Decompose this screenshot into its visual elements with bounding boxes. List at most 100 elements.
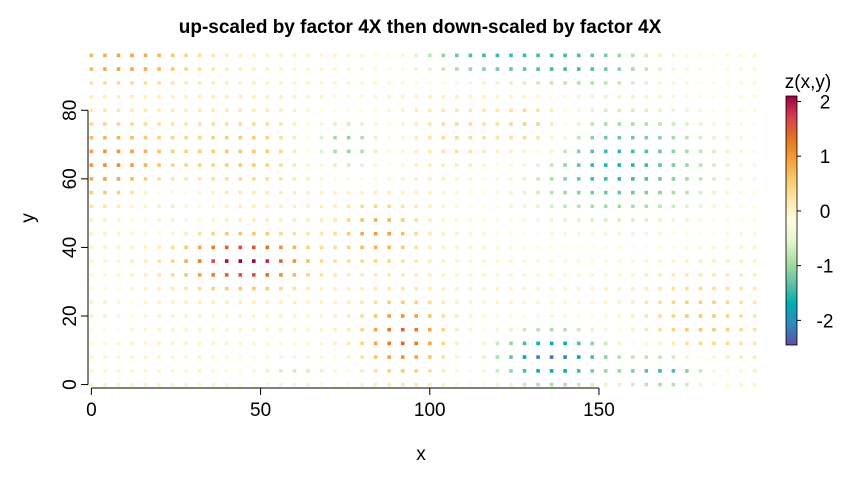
heatmap-cell (468, 369, 473, 373)
heatmap-cell (590, 67, 594, 71)
heatmap-cell (590, 273, 594, 277)
heatmap-cell (319, 382, 324, 387)
heatmap-cell (333, 259, 337, 263)
heatmap-cell (279, 314, 283, 318)
heatmap-cell (644, 286, 649, 291)
heatmap-cell (603, 108, 608, 113)
heatmap-cell (116, 81, 121, 85)
heatmap-cell (279, 149, 283, 154)
heatmap-cell (617, 382, 622, 387)
heatmap-cell (685, 218, 689, 222)
heatmap-cell (116, 53, 121, 58)
heatmap-cell (238, 122, 243, 126)
heatmap-cell (360, 286, 364, 291)
heatmap-cell (319, 286, 324, 291)
heatmap-cell (414, 163, 418, 167)
heatmap-cell (292, 53, 297, 58)
heatmap-cell (103, 382, 107, 387)
heatmap-cell (360, 259, 364, 263)
heatmap-cell (617, 190, 622, 195)
heatmap-cell (238, 300, 243, 305)
heatmap-cell (644, 300, 649, 305)
heatmap-cell (197, 286, 202, 291)
heatmap-cell (143, 245, 148, 250)
heatmap-cell (563, 218, 567, 222)
heatmap-cell (644, 177, 649, 181)
heatmap-cell (157, 327, 161, 332)
heatmap-cell (211, 67, 215, 71)
heatmap-cell (211, 300, 215, 305)
heatmap-cell (739, 94, 743, 99)
heatmap-cell (279, 190, 283, 195)
heatmap-cell (346, 286, 351, 291)
heatmap-cell (116, 341, 121, 346)
heatmap-cell (576, 286, 581, 291)
heatmap-cell (279, 122, 283, 126)
colorbar-tick-label: 1 (820, 147, 831, 168)
heatmap-cell (522, 149, 527, 154)
heatmap-cell (671, 327, 676, 332)
heatmap-cell (509, 67, 513, 71)
heatmap-cell (725, 218, 730, 222)
heatmap-cell (157, 53, 161, 58)
heatmap-cell (455, 190, 459, 195)
heatmap-cell (130, 369, 134, 373)
heatmap-cell (265, 67, 270, 71)
heatmap-cell (292, 259, 297, 263)
heatmap-cell (265, 259, 270, 263)
heatmap-cell (590, 135, 594, 140)
heatmap-cell (346, 163, 351, 167)
heatmap-cell (211, 273, 215, 277)
heatmap-cell (752, 286, 757, 291)
heatmap-cell (563, 135, 567, 140)
heatmap-cell (157, 149, 161, 154)
heatmap-cell (292, 190, 297, 195)
heatmap-cell (360, 382, 364, 387)
heatmap-cell (617, 135, 622, 140)
heatmap-cell (522, 245, 527, 250)
heatmap-cell (143, 53, 148, 58)
heatmap-cell (617, 327, 622, 332)
heatmap-cell (428, 108, 432, 113)
heatmap-cell (428, 135, 432, 140)
heatmap-cell (536, 108, 540, 113)
heatmap-cell (265, 314, 270, 318)
heatmap-cell (157, 204, 161, 209)
heatmap-cell (563, 190, 567, 195)
heatmap-cell (549, 369, 554, 373)
heatmap-cell (252, 108, 256, 113)
heatmap-cell (590, 204, 594, 209)
heatmap-cell (306, 53, 310, 58)
heatmap-cell (143, 286, 148, 291)
heatmap-cell (292, 204, 297, 209)
heatmap-cell (360, 94, 364, 99)
heatmap-cell (495, 382, 500, 387)
heatmap-cell (400, 177, 405, 181)
heatmap-cell (414, 53, 418, 58)
heatmap-cell (549, 273, 554, 277)
heatmap-cell (143, 108, 148, 113)
heatmap-cell (495, 190, 500, 195)
heatmap-cell (306, 341, 310, 346)
heatmap-cell (455, 327, 459, 332)
heatmap-cell (658, 314, 662, 318)
heatmap-cell (725, 81, 730, 85)
heatmap-cell (252, 149, 256, 154)
heatmap-cell (319, 273, 324, 277)
heatmap-cell (509, 122, 513, 126)
heatmap-cell (617, 286, 622, 291)
heatmap-cell (143, 149, 148, 154)
heatmap-cell (197, 314, 202, 318)
heatmap-cell (252, 355, 256, 359)
heatmap-cell (184, 163, 188, 167)
heatmap-cell (685, 204, 689, 209)
heatmap-cell (143, 273, 148, 277)
heatmap-cell (536, 94, 540, 99)
heatmap-cell (319, 108, 324, 113)
heatmap-cell (387, 218, 391, 222)
heatmap-cell (116, 231, 121, 236)
heatmap-cell (549, 231, 554, 236)
heatmap-cell (224, 94, 229, 99)
colorbar-tick-label: 0 (820, 202, 831, 223)
heatmap-cell (495, 149, 500, 154)
